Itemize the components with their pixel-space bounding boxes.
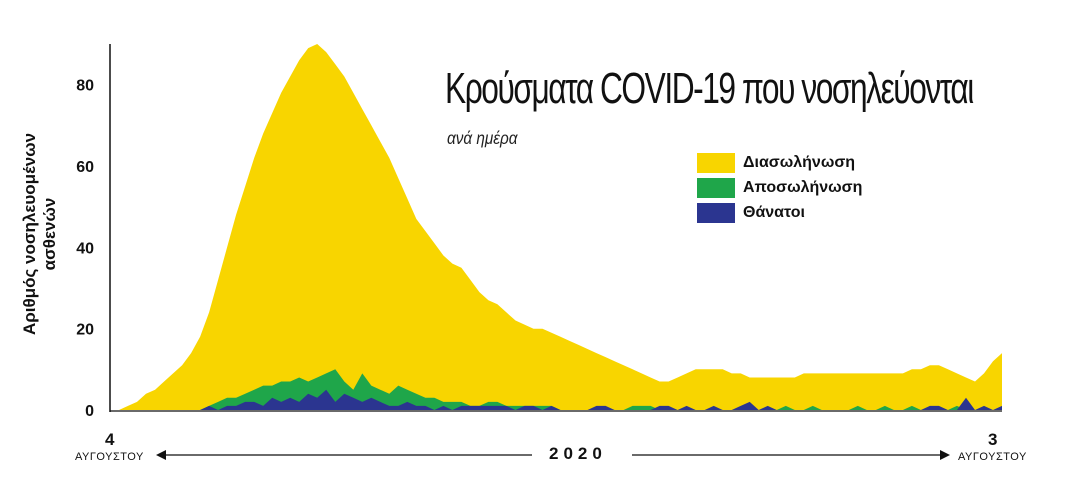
x-start-month: ΑΥΓΟΥΣΤΟΥ	[75, 451, 144, 463]
legend-label-intubation: Διασωλήνωση	[743, 153, 856, 171]
x-end-month: ΑΥΓΟΥΣΤΟΥ	[958, 451, 1027, 463]
x-year-label: 2020	[549, 444, 607, 463]
y-tick-label: 0	[85, 403, 94, 420]
legend-swatch-intubation	[697, 152, 735, 173]
y-tick-label: 80	[76, 78, 94, 95]
legend-swatch-deaths	[697, 202, 735, 223]
timeline-arrow-right-icon	[940, 450, 950, 460]
legend-label-deaths: Θάνατοι	[743, 203, 805, 221]
y-axis-label: Αριθμός νοσηλευομένων ασθενών	[20, 132, 59, 336]
legend: Διασωλήνωση Αποσωλήνωση Θάνατοι	[697, 150, 862, 225]
chart-areas	[110, 44, 1002, 410]
chart-title: Κρούσματα COVID-19 που νοσηλεύονται	[445, 64, 974, 113]
y-tick-label: 40	[76, 240, 94, 257]
y-tick-label: 60	[76, 159, 94, 176]
legend-item-extubation: Αποσωλήνωση	[697, 175, 862, 200]
series-area-0	[110, 44, 1002, 410]
x-end-day: 3	[988, 430, 998, 449]
x-start-day: 4	[105, 430, 115, 449]
y-tick-label: 20	[76, 322, 94, 339]
y-tick-labels: 0 20 40 60 80	[76, 78, 94, 420]
chart-subtitle: ανά ημέρα	[447, 128, 518, 148]
legend-item-intubation: Διασωλήνωση	[697, 150, 862, 175]
legend-item-deaths: Θάνατοι	[697, 200, 862, 225]
series-area-2	[110, 389, 1002, 410]
legend-swatch-extubation	[697, 177, 735, 198]
legend-label-extubation: Αποσωλήνωση	[743, 178, 863, 196]
timeline-arrow-left-icon	[156, 450, 166, 460]
